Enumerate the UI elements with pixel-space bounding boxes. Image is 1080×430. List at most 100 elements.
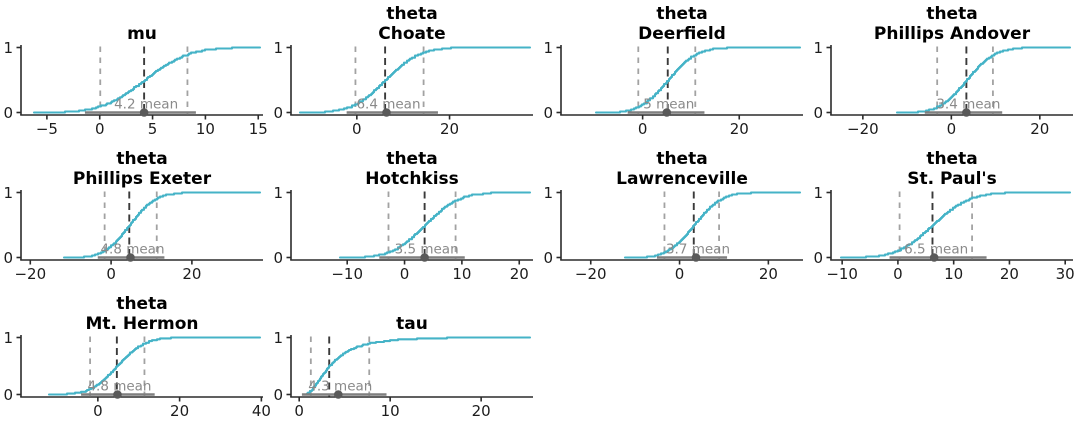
x-tick-label: 20 xyxy=(730,120,749,138)
ecdf-curve xyxy=(301,336,532,396)
subplot-title: Hotchkiss xyxy=(365,169,459,189)
subplot-title: Phillips Exeter xyxy=(73,169,212,189)
mean-dot xyxy=(962,108,971,117)
x-tick-label: 0 xyxy=(95,120,105,138)
y-tick-label: 0 xyxy=(813,104,823,122)
y-tick-label: 1 xyxy=(3,329,13,347)
mean-label: 3.7 mean xyxy=(666,242,730,258)
x-tick-label: 20 xyxy=(1000,265,1019,283)
x-tick-label: 10 xyxy=(944,265,963,283)
mean-label: 4.8 mean xyxy=(87,379,151,395)
mean-dot xyxy=(126,253,135,262)
mean-dot xyxy=(334,390,343,399)
x-tick-label: −5 xyxy=(36,120,58,138)
x-tick-label: 0 xyxy=(352,120,362,138)
x-tick-label: 40 xyxy=(252,402,270,420)
y-tick-label: 0 xyxy=(543,104,553,122)
x-tick-label: 0 xyxy=(893,265,903,283)
mean-label: 4.3 mean xyxy=(308,379,372,395)
subplot-title: theta xyxy=(656,4,707,24)
y-tick-label: 1 xyxy=(273,39,283,57)
x-tick-label: 0 xyxy=(294,402,304,420)
x-tick-label: −20 xyxy=(14,265,46,283)
ecdf-curve xyxy=(338,191,532,259)
x-tick-label: −10 xyxy=(826,265,858,283)
y-tick-label: 1 xyxy=(543,184,553,202)
subplot-title: theta xyxy=(386,4,437,24)
ecdf-curve xyxy=(47,336,262,396)
mean-label: 6.4 mean xyxy=(356,97,420,113)
ecdf-curve xyxy=(839,191,1072,259)
subplot-mu: mu 0 1 −5 0 5 10 15 4.2 mean xyxy=(3,24,268,138)
mean-dot xyxy=(691,253,701,262)
subplot-title: theta xyxy=(926,149,977,169)
y-tick-label: 1 xyxy=(543,39,553,57)
subplot-title: Phillips Andover xyxy=(874,24,1031,44)
mean-label: 6.5 mean xyxy=(904,242,968,258)
ecdf-curve xyxy=(62,191,262,259)
ecdf-curve xyxy=(32,46,262,114)
subplot-title: St. Paul's xyxy=(907,169,996,189)
x-tick-label: 5 xyxy=(148,120,158,138)
y-tick-label: 0 xyxy=(273,104,283,122)
y-tick-label: 1 xyxy=(813,39,823,57)
ecdf-curve xyxy=(594,46,802,114)
ecdf-curve xyxy=(895,46,1072,114)
x-tick-label: −20 xyxy=(847,120,879,138)
y-tick-label: 1 xyxy=(273,329,283,347)
x-tick-label: 20 xyxy=(1030,120,1049,138)
mean-dot xyxy=(113,390,122,399)
mean-dot xyxy=(139,108,149,117)
x-tick-label: −20 xyxy=(575,265,607,283)
subplot-title: theta xyxy=(386,149,437,169)
x-tick-label: 10 xyxy=(452,265,471,283)
subplot-title: theta xyxy=(116,149,167,169)
subplot-title: Mt. Hermon xyxy=(85,314,198,334)
mean-label: 5 mean xyxy=(643,97,694,113)
mean-dot xyxy=(929,253,939,262)
y-tick-label: 0 xyxy=(3,104,13,122)
x-tick-label: 20 xyxy=(170,402,189,420)
x-tick-label: 0 xyxy=(106,265,116,283)
mean-label: 4.2 mean xyxy=(114,97,178,113)
x-tick-label: 20 xyxy=(472,402,491,420)
y-tick-label: 0 xyxy=(3,386,13,404)
y-tick-label: 0 xyxy=(3,249,13,267)
subplot-title: theta xyxy=(656,149,707,169)
y-tick-label: 0 xyxy=(273,249,283,267)
y-tick-label: 0 xyxy=(543,249,553,267)
x-tick-label: 10 xyxy=(196,120,215,138)
y-tick-label: 0 xyxy=(273,386,283,404)
subplot-title: Deerfield xyxy=(638,24,726,44)
mean-label: 3.4 mean xyxy=(936,97,1000,113)
y-tick-label: 1 xyxy=(273,184,283,202)
mean-label: 4.8 mean xyxy=(100,242,164,258)
subplot-title: Choate xyxy=(378,24,445,44)
subplot-title: Lawrenceville xyxy=(616,169,748,189)
x-tick-label: 20 xyxy=(182,265,201,283)
x-tick-label: −10 xyxy=(331,265,363,283)
x-tick-label: 0 xyxy=(675,265,685,283)
ecdf-curve xyxy=(623,191,802,259)
x-tick-label: 20 xyxy=(759,265,778,283)
mean-dot xyxy=(382,108,391,117)
x-tick-label: 20 xyxy=(510,265,529,283)
y-tick-label: 0 xyxy=(813,249,823,267)
subplot-title: theta xyxy=(926,4,977,24)
x-tick-label: 0 xyxy=(947,120,957,138)
x-tick-label: 15 xyxy=(249,120,268,138)
x-tick-label: 0 xyxy=(93,402,103,420)
mean-dot xyxy=(662,108,672,117)
y-tick-label: 1 xyxy=(3,184,13,202)
ecdf-curve xyxy=(298,46,532,114)
subplot-title: theta xyxy=(116,294,167,314)
